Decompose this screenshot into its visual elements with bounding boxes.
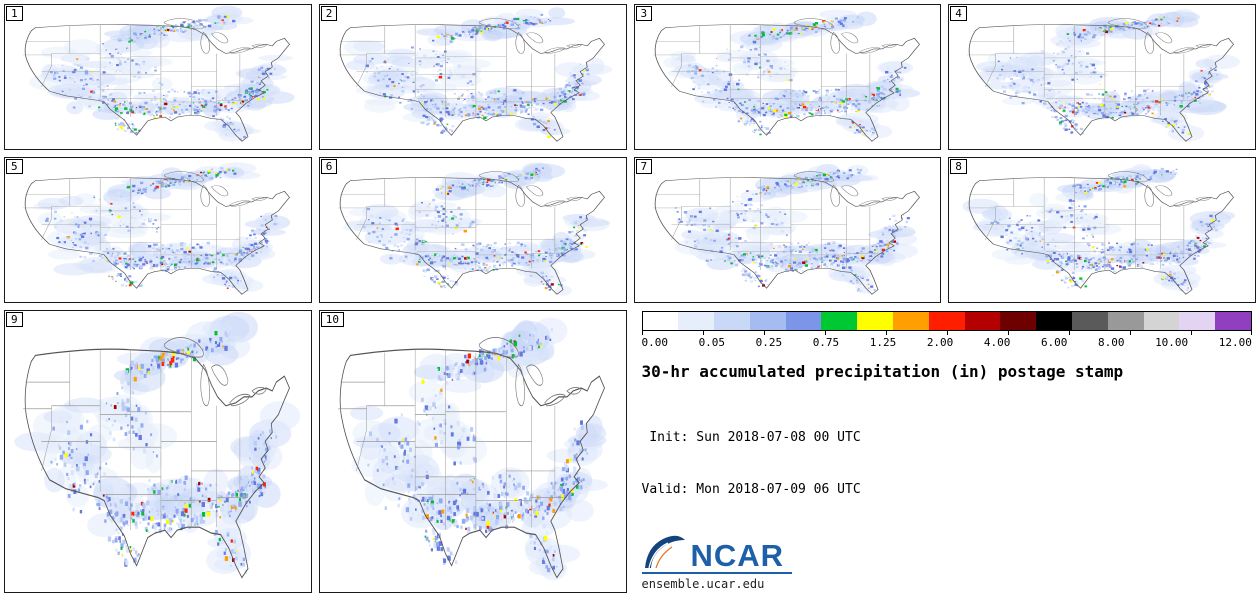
- colorbar-segment: [893, 311, 929, 330]
- colorbar-segment: [785, 311, 822, 330]
- colorbar-tick-label: 0.75: [812, 335, 840, 349]
- colorbar-tick: [946, 330, 948, 335]
- precip-map: [652, 163, 920, 295]
- colorbar-segment: [642, 311, 679, 330]
- colorbar-tick-label: 2.00: [926, 335, 954, 349]
- member-number: 6: [320, 158, 338, 174]
- precip-map: [23, 162, 291, 295]
- precip-map: [337, 7, 612, 142]
- colorbar-segment: [1000, 311, 1037, 330]
- init-time: Init: Sun 2018-07-08 00 UTC: [641, 429, 861, 445]
- colorbar-tick-label: 12.00: [1218, 335, 1252, 349]
- colorbar-tick: [885, 330, 887, 335]
- member-number: 3: [635, 6, 653, 21]
- member-number: 4: [950, 6, 967, 21]
- colorbar-segment: [1072, 311, 1108, 330]
- colorbar-tick-label: 8.00: [1098, 335, 1125, 349]
- legend-area: 0.00 0.05 0.25 0.75 1.25 2.00 4.00 6.00 8.00 10.0…: [634, 310, 1257, 593]
- colorbar-tick-label: 10.00: [1155, 335, 1189, 349]
- member-number: 8: [950, 158, 967, 174]
- colorbar-tick: [763, 330, 765, 335]
- colorbar-tick-label: 0.25: [755, 335, 783, 349]
- colorbar-tick-label: 0.00: [641, 335, 669, 349]
- member-number: 7: [635, 158, 653, 174]
- colorbar-segment: [857, 311, 894, 330]
- colorbar-block: 0.00 0.05 0.25 0.75 1.25 2.00 4.00 6.00 8.00 10.0…: [641, 310, 1253, 349]
- colorbar-tick: [702, 330, 704, 335]
- colorbar-segment: [749, 311, 786, 330]
- precip-map: [967, 8, 1241, 142]
- ncar-logo-text: NCAR: [690, 537, 785, 573]
- member-number: 9: [6, 311, 23, 327]
- ensemble-panel-9: 9: [4, 309, 312, 593]
- colorbar-segment: [714, 311, 750, 330]
- panel-grid: 1 2 3 4 5 6 7 8: [4, 4, 1256, 593]
- ncar-emblem-icon: [644, 535, 685, 569]
- member-number: 1: [6, 6, 23, 21]
- precip-map: [337, 162, 610, 296]
- precip-map: [337, 317, 608, 581]
- site-url: ensemble.ucar.edu: [641, 577, 765, 591]
- colorbar-tick-label: 0.05: [698, 335, 726, 349]
- precip-map: [23, 5, 295, 142]
- ncar-logo-rule: [641, 572, 792, 574]
- colorbar-segment: [928, 311, 965, 330]
- colorbar-segment: [678, 311, 715, 330]
- colorbar-tick: [1007, 330, 1009, 335]
- plot-title: 30-hr accumulated precipitation (in) pos…: [641, 361, 1124, 381]
- colorbar-segment: [821, 311, 858, 330]
- ensemble-panel-4: 4: [948, 4, 1256, 150]
- colorbar-ticks: [641, 330, 1252, 335]
- member-number: 2: [320, 6, 338, 21]
- ensemble-panel-6: 6: [318, 156, 627, 303]
- member-number: 5: [6, 158, 23, 174]
- colorbar-segment: [1036, 311, 1073, 330]
- valid-time: Valid: Mon 2018-07-09 06 UTC: [641, 482, 861, 498]
- precip-map: [962, 163, 1236, 295]
- ensemble-panel-2: 2: [318, 4, 627, 150]
- colorbar-segment: [1179, 311, 1216, 330]
- colorbar-tick: [824, 330, 826, 335]
- colorbar-tick-label: 4.00: [983, 335, 1011, 349]
- ncar-logo-row: NCAR: [642, 534, 1253, 573]
- ncar-logo: NCAR ensemble.ucar.edu: [641, 534, 1253, 591]
- ensemble-panel-1: 1: [4, 4, 312, 150]
- colorbar-tick-label: 6.00: [1040, 335, 1068, 349]
- precip-map: [652, 9, 920, 142]
- precip-map: [14, 311, 301, 579]
- ensemble-panel-8: 8: [948, 156, 1256, 303]
- colorbar-tick: [1068, 330, 1070, 335]
- colorbar-tick: [1190, 330, 1192, 335]
- ensemble-panel-5: 5: [4, 156, 312, 303]
- colorbar-tick: [1251, 330, 1252, 335]
- colorbar-tick: [1129, 330, 1131, 335]
- ensemble-panel-3: 3: [633, 4, 942, 150]
- time-info: Init: Sun 2018-07-08 00 UTC Valid: Mon 2…: [642, 394, 1253, 534]
- colorbar-labels: 0.00 0.05 0.25 0.75 1.25 2.00 4.00 6.00 8.00 10.0…: [642, 336, 1253, 349]
- ensemble-panel-7: 7: [633, 156, 942, 303]
- colorbar: [641, 310, 1252, 331]
- colorbar-segment: [1215, 311, 1252, 330]
- ensemble-panel-10: 10: [318, 309, 627, 593]
- colorbar-segment: [964, 311, 1001, 330]
- colorbar-tick-label: 1.25: [869, 335, 897, 349]
- member-number: 10: [320, 311, 344, 327]
- colorbar-tick: [641, 330, 643, 335]
- colorbar-segment: [1143, 311, 1180, 330]
- colorbar-segment: [1107, 311, 1144, 330]
